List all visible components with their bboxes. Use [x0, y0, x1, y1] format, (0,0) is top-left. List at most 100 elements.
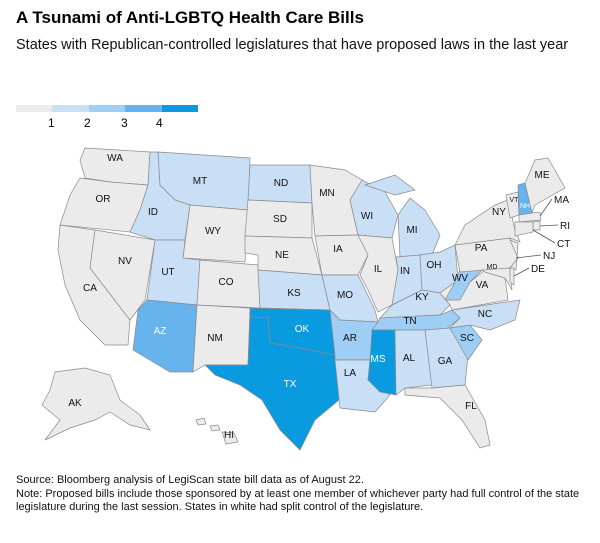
- state-nd: ND: [247, 164, 313, 204]
- state-label: MA: [554, 195, 569, 206]
- method-note: Note: Proposed bills include those spons…: [16, 487, 580, 514]
- legend-label-3: 3: [121, 116, 128, 130]
- state-label: MS: [371, 354, 386, 365]
- state-label: NH: [520, 203, 530, 210]
- state-label: PA: [475, 243, 488, 254]
- legend-swatch-3: [125, 105, 162, 112]
- state-shape: [209, 424, 221, 432]
- state-label: HI: [224, 430, 234, 441]
- state-ct: CT: [514, 221, 570, 250]
- state-shape: [363, 174, 416, 196]
- state-shape: [204, 316, 346, 451]
- state-nc: NC: [449, 299, 521, 331]
- state-label: CO: [219, 277, 234, 288]
- state-label: WA: [107, 153, 123, 164]
- state-label: GA: [438, 356, 453, 367]
- state-label: NJ: [543, 251, 555, 262]
- state-ga: GA: [424, 327, 469, 389]
- state-tx: TX: [204, 316, 346, 451]
- state-label: TX: [284, 379, 297, 390]
- state-label: ID: [148, 207, 158, 218]
- state-shape: [221, 431, 239, 445]
- legend-swatch-1: [52, 105, 89, 112]
- state-label: NC: [478, 309, 492, 320]
- state-label: KS: [287, 288, 301, 299]
- state-shape: [424, 327, 469, 389]
- state-shape: [89, 229, 156, 321]
- state-label: MI: [406, 225, 417, 236]
- state-label: AR: [343, 333, 357, 344]
- state-shape: [509, 267, 515, 286]
- state-label: SD: [273, 214, 287, 225]
- state-label: IN: [400, 266, 410, 277]
- state-tn: TN: [371, 309, 461, 331]
- state-de: DE: [509, 264, 545, 286]
- state-label: KY: [415, 292, 429, 303]
- state-shape: [182, 204, 249, 263]
- state-ks: KS: [257, 269, 331, 311]
- state-label: MT: [193, 176, 207, 187]
- legend-label-2: 2: [84, 116, 91, 130]
- state-shape: [480, 267, 513, 291]
- state-nm: NM: [192, 304, 251, 373]
- us-map: WA OR CA NV ID MT WY UT CO AZ NM ND SD NE KS OK TX MN IA MO…: [41, 147, 570, 451]
- state-shape: [195, 417, 207, 426]
- state-shape: [514, 221, 534, 237]
- state-shape: [532, 220, 541, 231]
- state-shape: [314, 234, 369, 276]
- state-label: NV: [118, 256, 132, 267]
- state-wy: WY: [182, 204, 249, 263]
- state-sd: SD: [244, 199, 313, 239]
- state-label: CA: [83, 283, 97, 294]
- state-shape: [41, 367, 151, 441]
- state-shape: [404, 384, 491, 449]
- state-az: AZ: [132, 299, 198, 373]
- state-label: VT: [510, 197, 520, 204]
- state-label: CT: [557, 239, 570, 250]
- legend-label-4: 4: [156, 116, 163, 130]
- state-label: RI: [560, 221, 570, 232]
- state-ri: RI: [532, 220, 570, 232]
- source-note: Source: Bloomberg analysis of LegiScan s…: [16, 474, 364, 486]
- state-label: IA: [333, 244, 343, 255]
- state-label: AL: [403, 353, 416, 364]
- callout-line: [532, 229, 556, 244]
- state-label: IL: [374, 264, 383, 275]
- state-co: CO: [196, 259, 261, 309]
- state-shape: [394, 329, 433, 396]
- state-shape: [397, 197, 441, 258]
- legend-label-1: 1: [48, 116, 55, 130]
- callout-line: [539, 198, 553, 217]
- state-label: NM: [207, 333, 223, 344]
- state-label: TN: [403, 316, 416, 327]
- chart-subtitle: States with Republican-controlled legisl…: [16, 37, 569, 53]
- footer: Source: Bloomberg analysis of LegiScan s…: [16, 474, 586, 515]
- state-label: OR: [96, 194, 111, 205]
- state-label: VA: [476, 280, 489, 291]
- state-label: LA: [344, 368, 357, 379]
- legend-bar: [16, 105, 199, 112]
- state-shape: [518, 211, 542, 223]
- state-fl: FL: [404, 384, 491, 449]
- state-label: OH: [427, 260, 442, 271]
- legend-swatch-4: [161, 105, 199, 112]
- state-ia: IA: [314, 234, 369, 276]
- chart-title: A Tsunami of Anti-LGBTQ Health Care Bill…: [16, 8, 364, 27]
- state-label: NE: [275, 250, 289, 261]
- state-label: FL: [465, 401, 477, 412]
- state-label: WY: [205, 226, 221, 237]
- state-label: AK: [68, 398, 82, 409]
- state-label: UT: [161, 267, 174, 278]
- state-label: WI: [361, 211, 373, 222]
- state-shape: [371, 309, 461, 331]
- state-ak: AK: [41, 367, 151, 441]
- state-label: MD: [487, 264, 498, 271]
- state-label: ND: [274, 178, 288, 189]
- callout-line: [515, 254, 542, 259]
- legend-swatch-0: [16, 105, 53, 112]
- state-label: NY: [492, 207, 506, 218]
- callout-line: [539, 224, 559, 227]
- state-al: AL: [394, 329, 433, 396]
- state-label: WV: [452, 273, 468, 284]
- state-nv: NV: [89, 229, 156, 321]
